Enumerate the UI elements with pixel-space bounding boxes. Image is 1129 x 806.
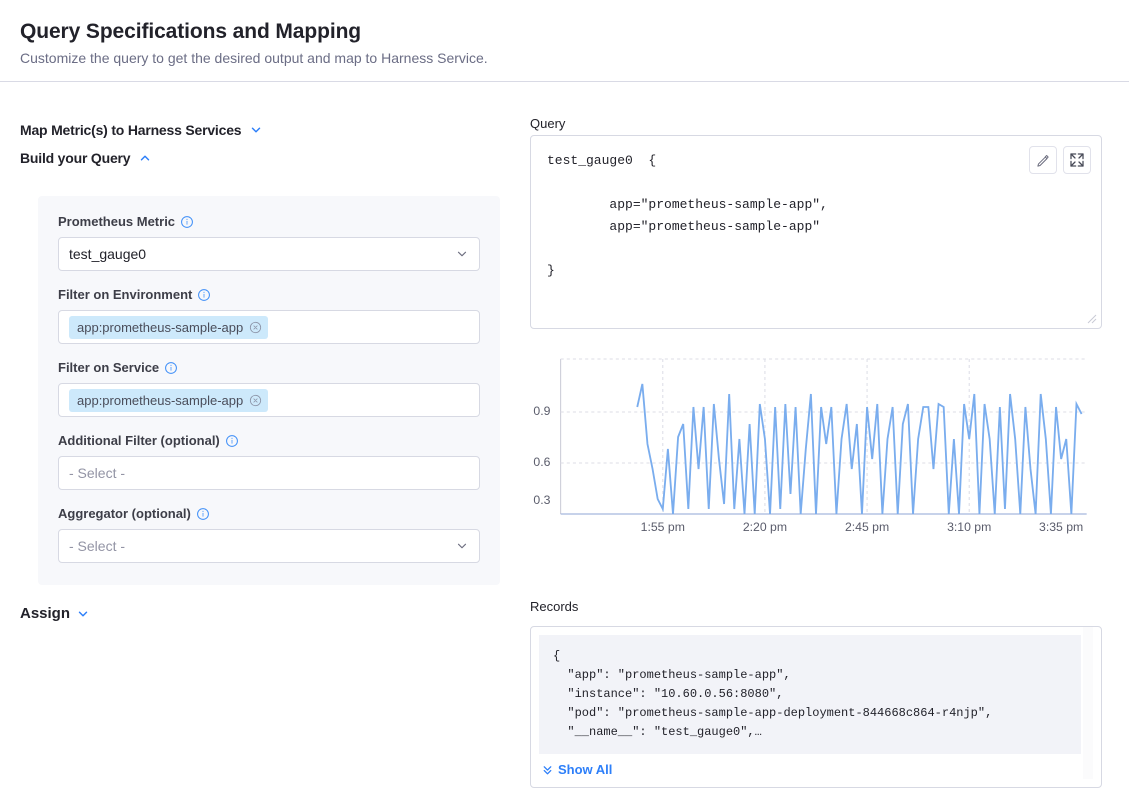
svg-text:0.6: 0.6 (533, 455, 550, 469)
svg-text:0.9: 0.9 (533, 404, 550, 418)
svg-text:3:10 pm: 3:10 pm (947, 520, 991, 534)
svg-text:2:45 pm: 2:45 pm (845, 520, 889, 534)
svg-text:2:20 pm: 2:20 pm (743, 520, 787, 534)
svg-text:1:55 pm: 1:55 pm (641, 520, 685, 534)
svg-text:3:35 pm: 3:35 pm (1039, 520, 1083, 534)
svg-text:0.3: 0.3 (533, 493, 550, 507)
